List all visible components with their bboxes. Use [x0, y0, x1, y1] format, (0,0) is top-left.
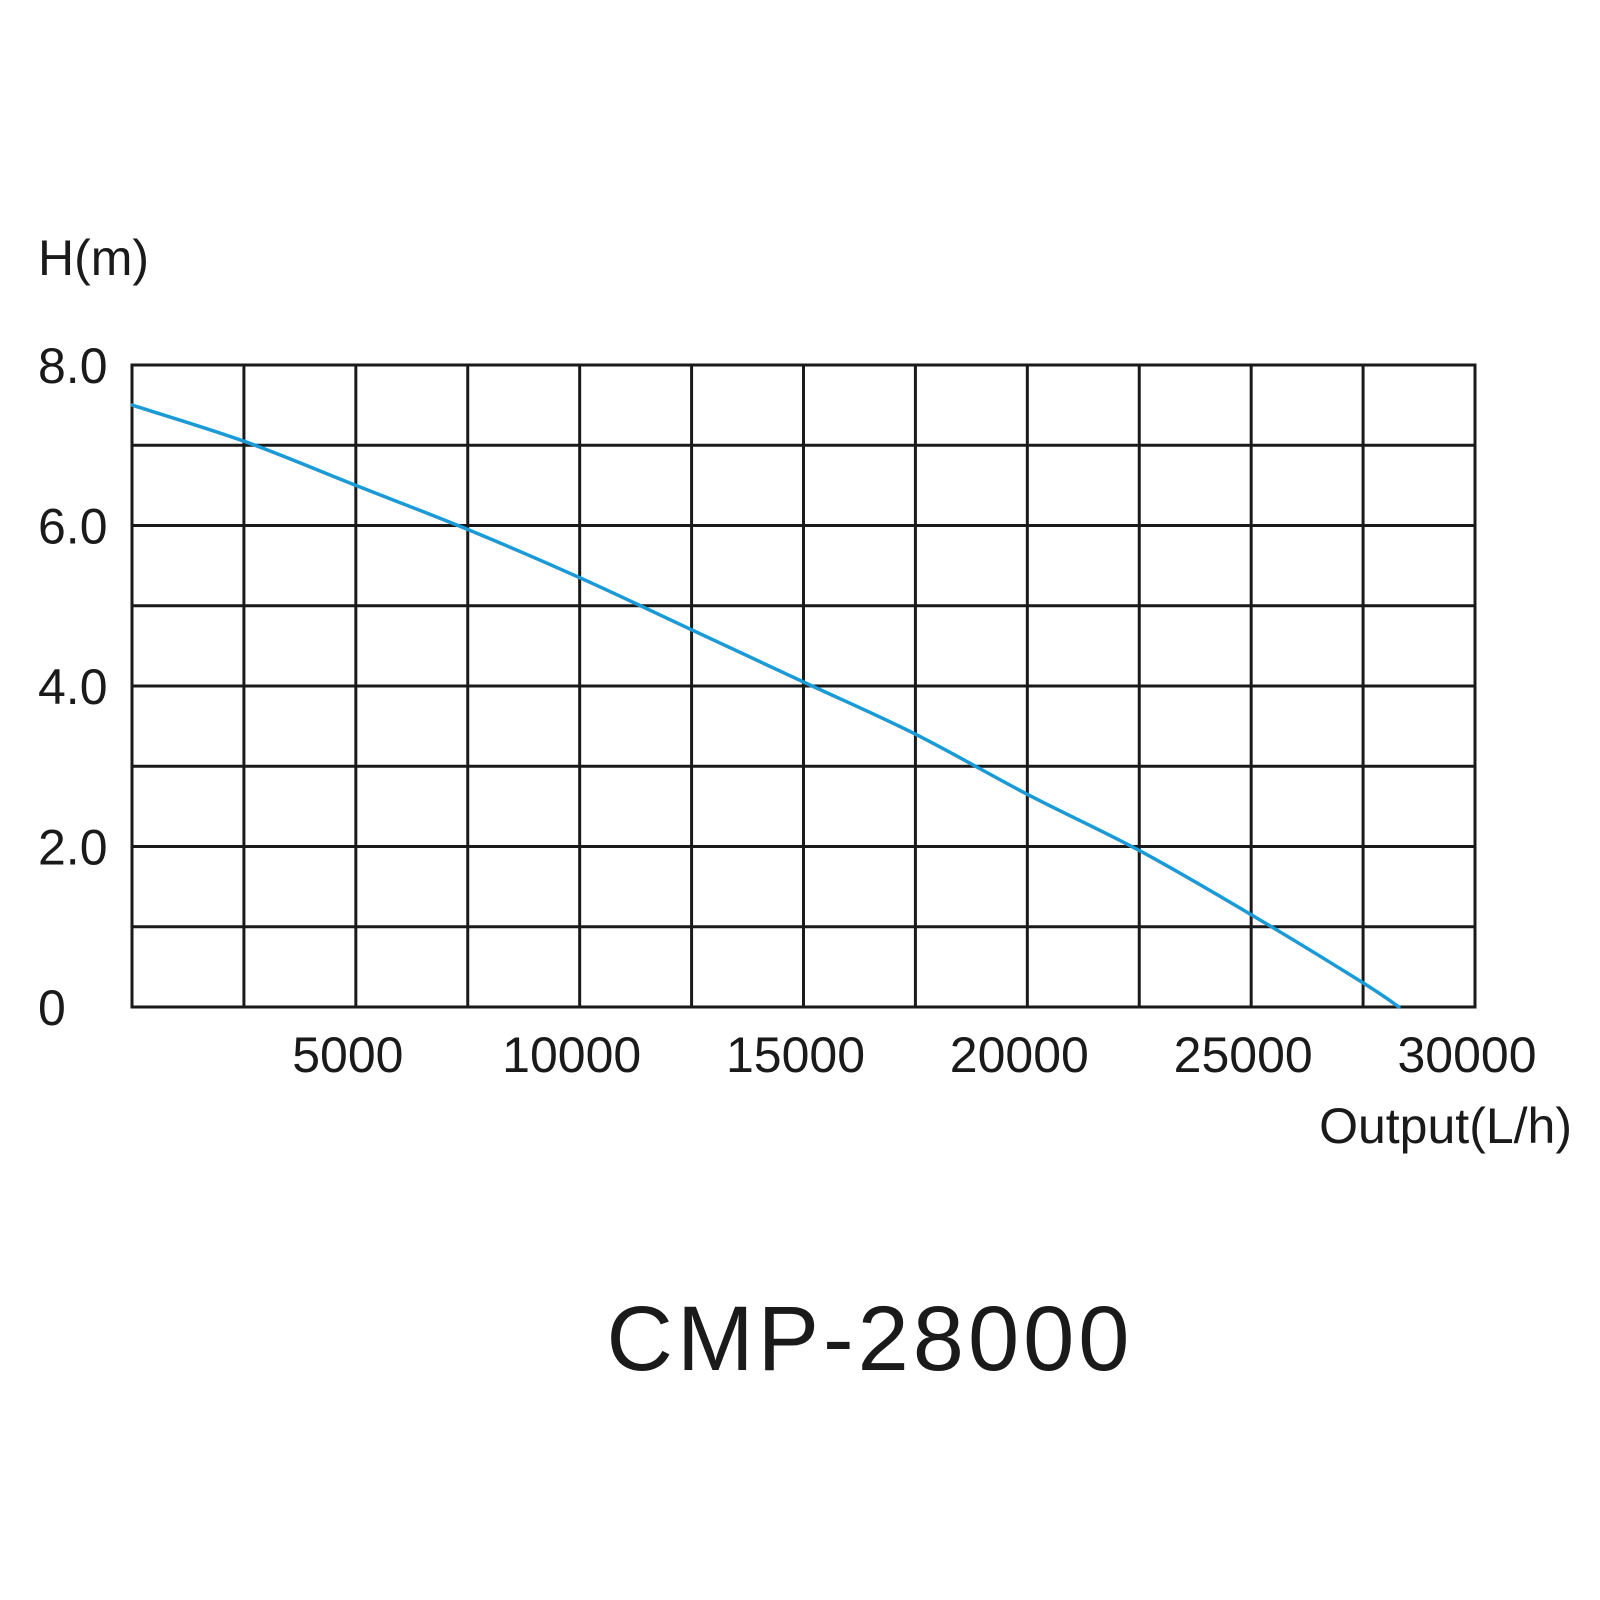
- y-tick-label: 0: [38, 980, 66, 1036]
- x-tick-label: 30000: [1397, 1027, 1536, 1083]
- x-tick-label: 5000: [292, 1027, 403, 1083]
- x-axis-label: Output(L/h): [1319, 1098, 1572, 1154]
- x-tick-label: 10000: [502, 1027, 641, 1083]
- chart-title: CMP-28000: [607, 1288, 1134, 1390]
- plot-frame: [130, 363, 1477, 1009]
- grid: [130, 363, 1477, 1009]
- y-tick-label: 6.0: [38, 499, 108, 555]
- y-tick-label: 4.0: [38, 659, 108, 715]
- x-tick-labels: 5000 10000 15000 20000 25000 30000: [292, 1027, 1536, 1083]
- x-tick-label: 20000: [950, 1027, 1089, 1083]
- series-line: [130, 403, 1401, 1009]
- y-tick-labels: 0 2.0 4.0 6.0 8.0: [38, 338, 108, 1036]
- y-tick-label: 8.0: [38, 338, 108, 394]
- x-tick-label: 25000: [1174, 1027, 1313, 1083]
- x-tick-label: 15000: [726, 1027, 865, 1083]
- y-axis-label: H(m): [38, 230, 149, 286]
- series-group: [130, 403, 1401, 1009]
- y-tick-label: 2.0: [38, 820, 108, 876]
